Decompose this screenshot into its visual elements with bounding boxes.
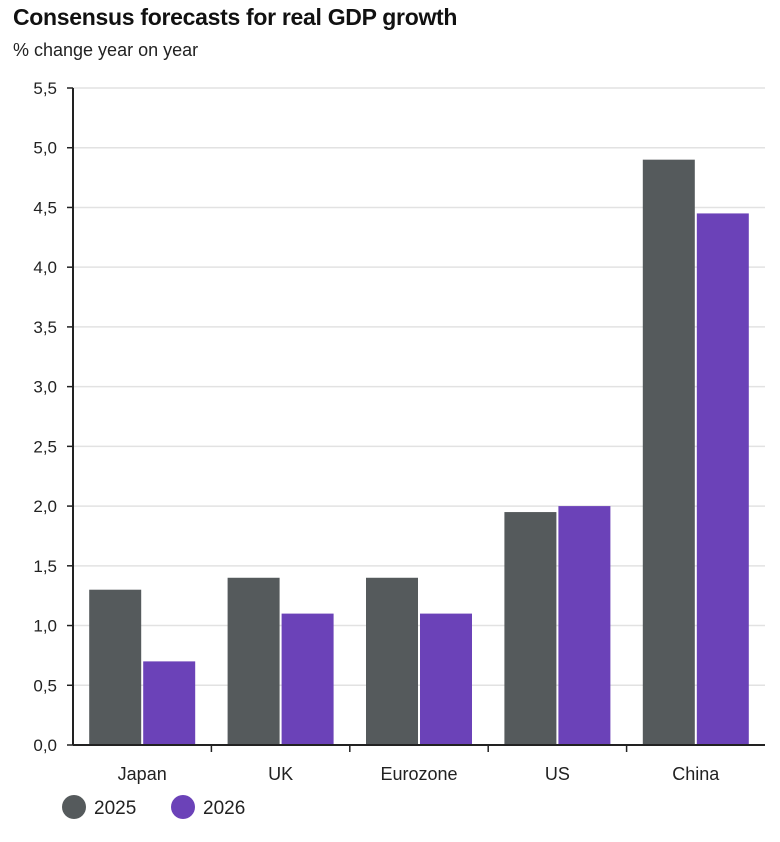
- legend-label: 2026: [203, 798, 245, 819]
- bar-2026-china: [696, 213, 749, 746]
- chart-title: Consensus forecasts for real GDP growth: [13, 4, 458, 30]
- legend-label: 2025: [94, 798, 136, 819]
- chart-subtitle: % change year on year: [13, 40, 199, 60]
- x-tick-label: Japan: [118, 764, 167, 784]
- y-tick-label: 5,5: [33, 79, 57, 98]
- y-tick-label: 4,0: [33, 258, 57, 277]
- y-tick-label: 2,5: [33, 437, 57, 456]
- bar-2025-uk: [227, 577, 280, 745]
- bar-2025-eurozone: [366, 577, 418, 745]
- bar-2025-us: [504, 512, 557, 745]
- y-tick-label: 0,0: [33, 736, 57, 755]
- bar-2026-japan: [143, 661, 196, 745]
- y-tick-label: 0,5: [33, 676, 57, 695]
- x-tick-label: UK: [268, 764, 293, 784]
- y-tick-label: 3,0: [33, 378, 57, 397]
- x-tick-label: Eurozone: [380, 764, 457, 784]
- y-tick-label: 5,0: [33, 139, 57, 158]
- x-tick-label: China: [672, 764, 720, 784]
- y-tick-label: 4,5: [33, 198, 57, 217]
- bar-2026-uk: [281, 613, 334, 745]
- bar-2025-china: [642, 159, 695, 745]
- y-tick-label: 1,5: [33, 557, 57, 576]
- y-tick-label: 1,0: [33, 617, 57, 636]
- x-tick-label: US: [545, 764, 570, 784]
- bar-2026-us: [558, 506, 611, 745]
- legend-marker-2026: [171, 795, 195, 819]
- bar-2026-eurozone: [420, 613, 472, 745]
- y-tick-label: 2,0: [33, 497, 57, 516]
- y-tick-label: 3,5: [33, 318, 57, 337]
- legend-marker-2025: [62, 795, 86, 819]
- bar-2025-japan: [89, 589, 142, 745]
